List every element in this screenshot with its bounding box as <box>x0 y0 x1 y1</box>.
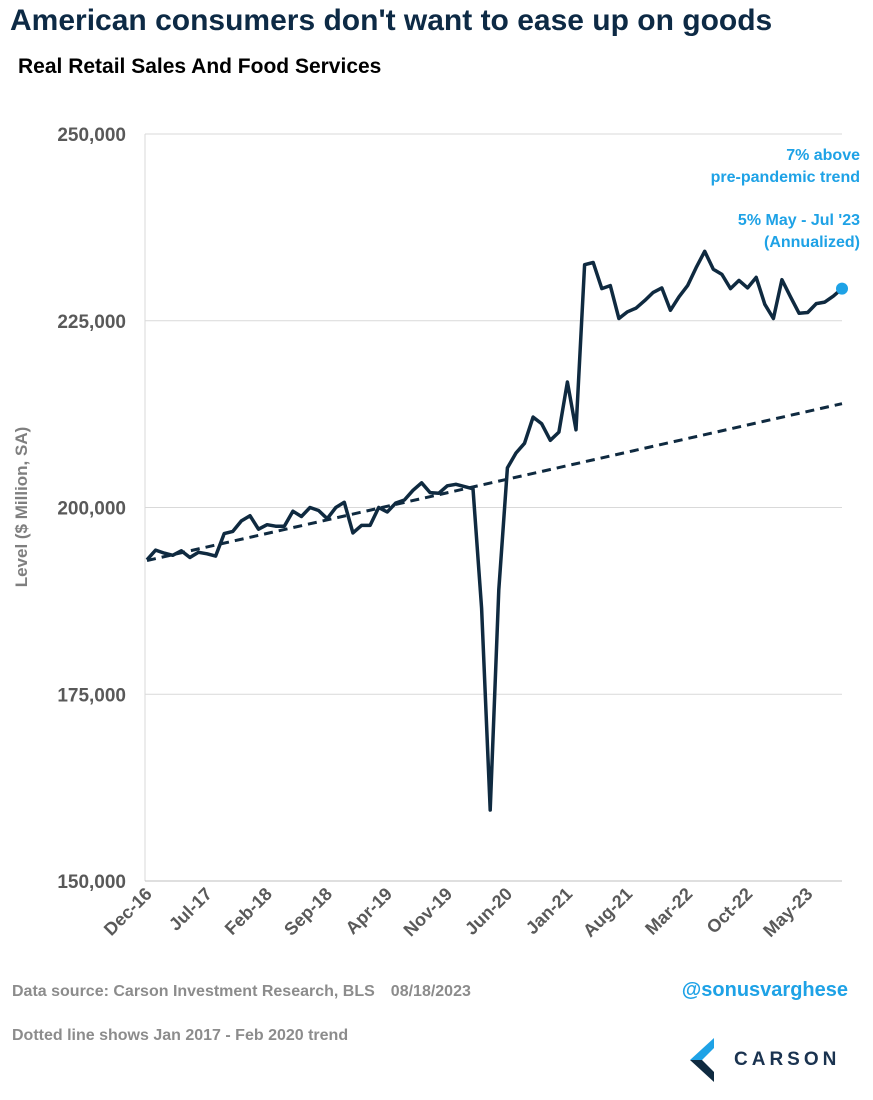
x-tick-label: Aug-21 <box>579 884 636 941</box>
x-tick-label: Feb-18 <box>221 884 276 939</box>
x-tick-label: Jun-20 <box>461 884 516 939</box>
carson-logo-icon <box>690 1038 714 1082</box>
x-tick-label: Jul-17 <box>165 884 216 935</box>
last-point-marker <box>836 282 848 295</box>
x-tick-label: May-23 <box>759 884 816 941</box>
y-tick-label: 225,000 <box>57 312 126 333</box>
y-tick-label: 150,000 <box>57 872 126 893</box>
line-chart: 150,000 175,000 200,000 225,000 250,000 Dec-… <box>12 125 860 941</box>
annotation-annualized-line1: 5% May - Jul '23 <box>738 212 860 229</box>
x-tick-label: Nov-19 <box>400 884 457 941</box>
y-tick-label: 200,000 <box>57 499 126 520</box>
x-tick-label: Sep-18 <box>280 884 336 940</box>
series-layer <box>145 249 848 812</box>
chart-subtitle: Real Retail Sales And Food Services <box>18 55 382 78</box>
source-text: Data source: Carson Investment Research,… <box>12 983 375 1000</box>
twitter-handle[interactable]: @sonusvarghese <box>681 979 848 1001</box>
y-axis-label: Level ($ Million, SA) <box>12 427 31 588</box>
y-tick-layer: 150,000 175,000 200,000 225,000 250,000 <box>57 125 126 893</box>
chart-title: American consumers don't want to ease up… <box>10 4 773 37</box>
annotation-annualized-line2: (Annualized) <box>764 234 860 251</box>
y-tick-label: 175,000 <box>57 685 126 706</box>
carson-logo-text: CARSON <box>734 1049 841 1070</box>
x-tick-label: Apr-19 <box>342 884 396 938</box>
trend-note: Dotted line shows Jan 2017 - Feb 2020 tr… <box>12 1027 349 1044</box>
data-source: Data source: Carson Investment Research,… <box>12 983 471 1001</box>
sales-line <box>145 249 844 812</box>
x-tick-label: Mar-22 <box>641 884 696 939</box>
x-tick-label: Oct-22 <box>703 884 757 938</box>
trend-line <box>146 402 843 563</box>
source-date: 08/18/2023 <box>390 983 471 1000</box>
y-tick-label: 250,000 <box>57 125 126 146</box>
x-tick-label: Jan-21 <box>522 884 576 938</box>
carson-logo: CARSON <box>690 1038 855 1084</box>
annotation-trend-line2: pre-pandemic trend <box>711 169 860 186</box>
x-tick-layer: Dec-16 Jul-17 Feb-18 Sep-18 Apr-19 Nov-19 Jun-… <box>100 884 817 941</box>
annotation-trend-line1: 7% above <box>786 147 860 164</box>
